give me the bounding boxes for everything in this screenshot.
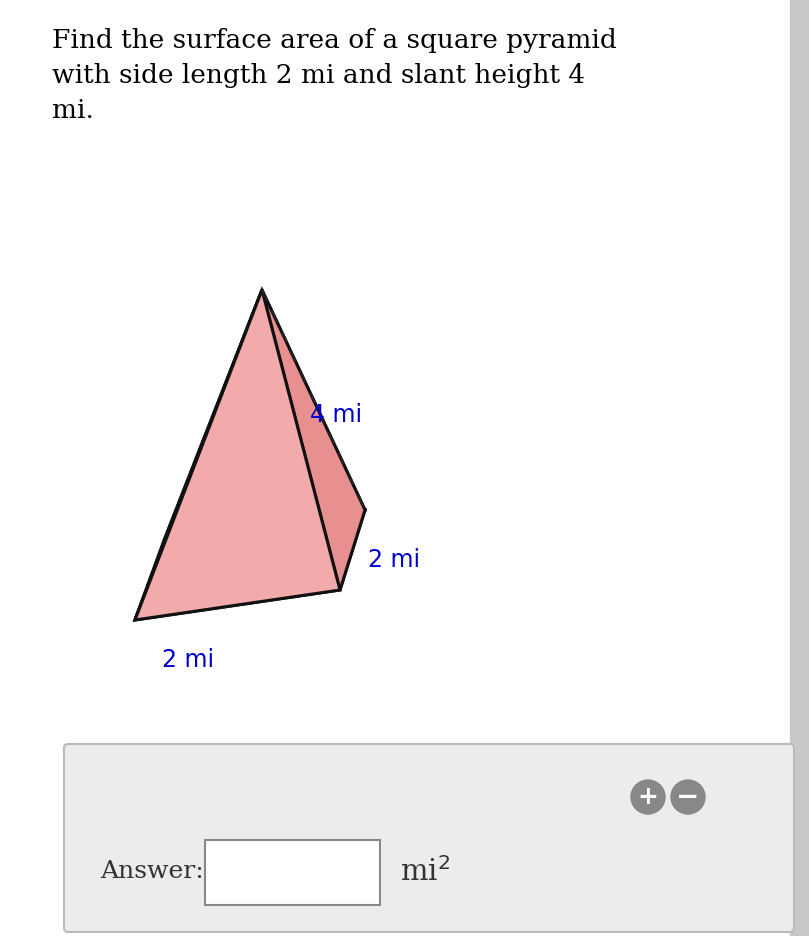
Text: 4 mi: 4 mi [310, 403, 362, 427]
Polygon shape [135, 510, 365, 620]
Circle shape [631, 780, 665, 814]
Polygon shape [135, 290, 340, 620]
Bar [205, 840, 380, 905]
Text: −: − [676, 783, 700, 811]
Text: Find the surface area of a square pyramid
with side length 2 mi and slant height: Find the surface area of a square pyrami… [52, 28, 616, 123]
Polygon shape [262, 290, 365, 590]
Text: 2 mi: 2 mi [368, 548, 420, 572]
Text: 2 mi: 2 mi [162, 648, 214, 672]
FancyBboxPatch shape [64, 744, 794, 932]
Circle shape [671, 780, 705, 814]
Text: mi$^2$: mi$^2$ [400, 857, 450, 887]
Text: +: + [637, 785, 659, 809]
Polygon shape [135, 290, 262, 620]
Bar [790, 0, 809, 936]
Text: Answer:: Answer: [100, 860, 204, 884]
Polygon shape [165, 290, 365, 538]
